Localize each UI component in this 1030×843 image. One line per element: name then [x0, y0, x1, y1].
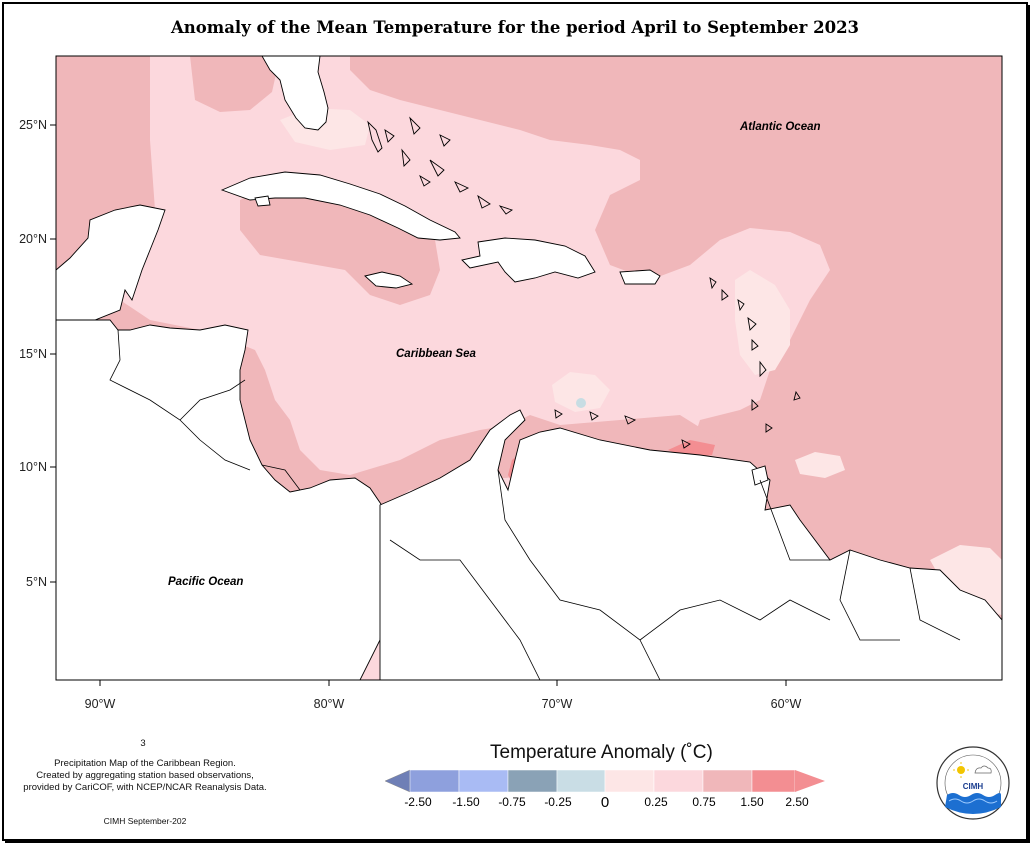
legend-swatch: [795, 770, 825, 792]
land-florida: [261, 56, 329, 131]
footer-number: 3: [140, 738, 146, 749]
lat-axis: 25°N 20°N 15°N 10°N 5°N: [19, 118, 56, 589]
legend-swatch: [507, 769, 558, 793]
legend-tick-label: 0.25: [644, 795, 668, 809]
legend-tick-label: -0.25: [544, 795, 572, 809]
legend-swatch: [653, 769, 704, 793]
legend-tick-label: 1.50: [740, 795, 764, 809]
legend-swatch: [458, 769, 509, 793]
cloud-icon: [974, 765, 992, 774]
bahamas-islands: [367, 116, 514, 215]
sun-icon: [957, 766, 965, 774]
country-borders: [109, 329, 961, 680]
lat-tick-label: 15°N: [19, 347, 47, 361]
legend-swatch: [556, 769, 606, 793]
lon-tick-label: 80°W: [314, 697, 345, 711]
lon-tick-label: 90°W: [85, 697, 116, 711]
legend-tick-label: 2.50: [785, 795, 809, 809]
logo-text: CIMH: [963, 782, 984, 791]
abc-islands: [554, 409, 691, 449]
land-hispaniola: [461, 237, 596, 283]
land-jamaica: [364, 271, 414, 289]
anomaly-negative-spot: [576, 398, 586, 408]
land-puerto-rico: [619, 269, 661, 285]
legend-colorbar: -2.50 -1.50 -0.75 -0.25 0 0.25 0.75 1.50…: [384, 769, 825, 811]
lat-tick-label: 10°N: [19, 460, 47, 474]
lon-tick-label: 70°W: [542, 697, 573, 711]
legend-tick-label: 0.75: [692, 795, 716, 809]
anomaly-band-near-zero-south: [552, 372, 610, 412]
anomaly-band-gulf-east: [190, 56, 280, 112]
label-pacific-ocean: Pacific Ocean: [168, 576, 243, 588]
footer-description-line: Precipitation Map of the Caribbean Regio…: [54, 758, 236, 769]
land-yucatan: [56, 204, 166, 321]
footer-description: Precipitation Map of the Caribbean Regio…: [0, 758, 290, 794]
label-caribbean-sea: Caribbean Sea: [396, 348, 476, 360]
plot-border: [55, 55, 1003, 681]
legend-swatch: [604, 769, 655, 793]
anomaly-band-near-zero-east: [795, 452, 845, 478]
map-title: Anomaly of the Mean Temperature for the …: [170, 18, 860, 37]
legend-swatch: [702, 769, 753, 793]
anomaly-band-near-zero-lesser-antilles: [735, 270, 790, 375]
footer-description-line: provided by CariCOF, with NCEP/NCAR Rean…: [23, 782, 267, 793]
footer-credit: CIMH September-202: [103, 816, 187, 826]
legend-swatch: [384, 769, 411, 793]
land-cuba: [220, 171, 461, 241]
lat-tick-label: 5°N: [26, 575, 47, 589]
land-trinidad: [751, 465, 769, 486]
legend-tick-label: -1.50: [452, 795, 480, 809]
anomaly-band-atlantic: [350, 56, 1002, 680]
lon-tick-label: 60°W: [771, 697, 802, 711]
label-atlantic-ocean: Atlantic Ocean: [739, 121, 821, 133]
anomaly-field: [56, 56, 1002, 680]
legend-swatch: [409, 769, 460, 793]
legend-swatch: [751, 769, 796, 793]
lon-axis: 90°W 80°W 70°W 60°W: [85, 680, 802, 711]
legend-tick-label: -2.50: [404, 795, 432, 809]
legend-tick-label: 0: [601, 794, 609, 811]
lat-tick-label: 20°N: [19, 232, 47, 246]
lat-tick-label: 25°N: [19, 118, 47, 132]
legend-title: Temperature Anomaly (˚C): [490, 742, 713, 763]
wave-icon: [945, 793, 1001, 814]
land-isla-juventud: [254, 195, 271, 207]
lesser-antilles: [709, 277, 801, 433]
legend-tick-label: -0.75: [498, 795, 526, 809]
footer-description-line: Created by aggregating station based obs…: [36, 770, 254, 781]
cimh-logo: CIMH: [936, 746, 1010, 820]
anomaly-band-near-zero-guianas: [930, 545, 1002, 615]
